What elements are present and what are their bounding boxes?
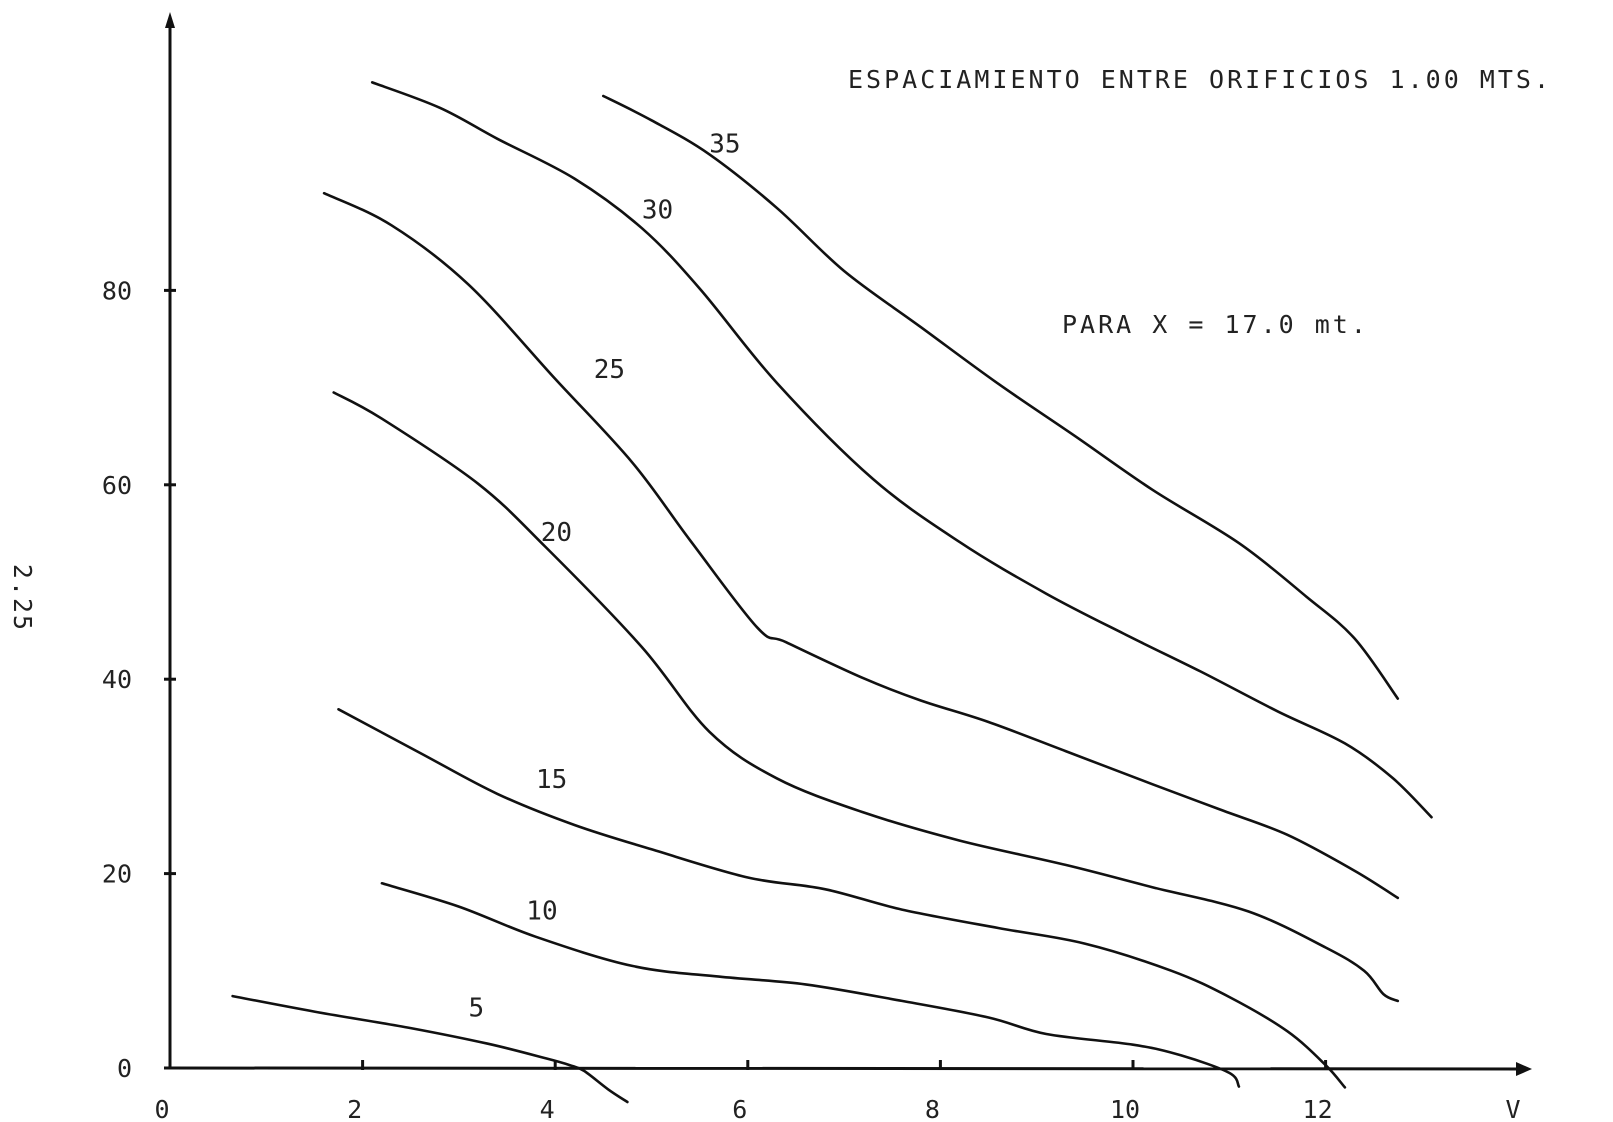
- y-tick-label: 80: [102, 276, 132, 305]
- curve-20: [332, 391, 1400, 1003]
- x-tick-label: 6: [732, 1095, 747, 1122]
- y-axis-arrow: [165, 12, 175, 28]
- y-tick-label: 0: [117, 1054, 132, 1083]
- curve-label-15: 15: [536, 765, 567, 795]
- chart-subtitle: PARA X = 17.0 mt.: [1062, 310, 1369, 339]
- curves: [231, 81, 1433, 1104]
- x-tick-label: 10: [1110, 1095, 1140, 1122]
- x-tick-label: 8: [925, 1095, 940, 1122]
- y-tick-label: 20: [102, 860, 132, 889]
- curve-label-5: 5: [469, 993, 485, 1023]
- curve-5: [231, 994, 629, 1104]
- curve-10: [380, 882, 1241, 1088]
- curve-label-35: 35: [709, 129, 740, 159]
- curve-label-20: 20: [541, 518, 572, 548]
- x-tick-label: 0: [154, 1095, 169, 1122]
- curve-25: [322, 191, 1400, 900]
- x-axis-label: V: [1505, 1095, 1520, 1122]
- curve-label-10: 10: [526, 896, 557, 926]
- x-tick-label: 4: [540, 1095, 555, 1122]
- x-axis: [169, 1066, 1529, 1071]
- y-tick-label: 40: [102, 665, 132, 694]
- x-axis-arrow: [1516, 1062, 1532, 1076]
- axes: 0 2 4 6 8 10 12 0 20 40 60 80: [102, 12, 1532, 1122]
- curve-label-25: 25: [594, 355, 625, 385]
- curve-label-30: 30: [642, 195, 673, 225]
- x-tick-label: 2: [347, 1095, 362, 1122]
- curve-15: [337, 708, 1347, 1089]
- curve-30: [370, 81, 1433, 819]
- chart-title: ESPACIAMIENTO ENTRE ORIFICIOS 1.00 MTS.: [848, 65, 1552, 94]
- page-number: 2.25: [8, 564, 37, 632]
- labels: 5 10 15 20 25 30 35: [469, 129, 741, 1023]
- curve-35: [602, 94, 1400, 700]
- x-tick-label: 12: [1303, 1095, 1333, 1122]
- y-tick-label: 60: [102, 471, 132, 500]
